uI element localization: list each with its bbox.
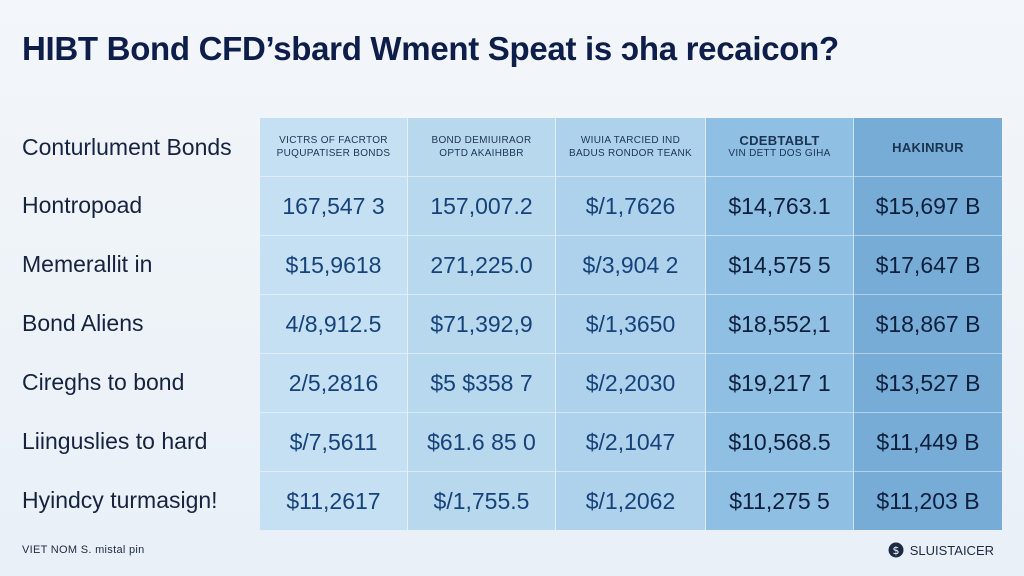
table-cell: $11,275 5 — [706, 471, 853, 529]
column-header: WIUIA TARCIED IND BADUS RONDOR TEANK — [556, 118, 705, 176]
column-header: BOND DEMIUIRAOR OPTD AKAIHBBR — [408, 118, 555, 176]
table-cell: $/1,7626 — [556, 176, 705, 234]
table-cell: $/1,2062 — [556, 471, 705, 529]
table-cell: $71,392,9 — [408, 294, 555, 352]
row-label: Memerallit in — [22, 251, 153, 277]
table-cell: $18,867 B — [854, 294, 1002, 352]
table-column: CDEBTABLT VIN DETT DOS GIHA $14,763.1 $1… — [706, 118, 854, 530]
page-title: HIBT Bond CFD’sbard Wment Speat is ɔha r… — [22, 30, 839, 67]
footer-brand: $ SLUISTAICER — [888, 542, 994, 558]
table-column: WIUIA TARCIED IND BADUS RONDOR TEANK $/1… — [556, 118, 706, 530]
table-cell: $11,449 B — [854, 412, 1002, 470]
data-grid: VICTRS OF FACRTOR PUQUPATISER BONDS 167,… — [260, 118, 1002, 530]
row-label: Bond Aliens — [22, 310, 144, 336]
column-header-line: VICTRS OF FACRTOR — [279, 135, 388, 146]
table-cell: $18,552,1 — [706, 294, 853, 352]
table-cell: $15,9618 — [260, 235, 407, 293]
table-cell: $15,697 B — [854, 176, 1002, 234]
table-cell: $10,568.5 — [706, 412, 853, 470]
table-column: BOND DEMIUIRAOR OPTD AKAIHBBR 157,007.2 … — [408, 118, 556, 530]
column-header-line: CDEBTABLT — [739, 133, 820, 148]
svg-text:$: $ — [892, 544, 899, 557]
row-label-column: Conturlument Bonds Hontropoad Memerallit… — [0, 118, 260, 530]
column-header: HAKINRUR — [854, 118, 1002, 176]
table-cell: $5 $358 7 — [408, 353, 555, 411]
comparison-table: Conturlument Bonds Hontropoad Memerallit… — [0, 118, 1002, 530]
column-header-line: WIUIA TARCIED IND — [580, 135, 681, 146]
column-header-line: VIN DETT DOS GIHA — [728, 148, 831, 159]
column-header-line: PUQUPATISER BONDS — [276, 148, 391, 159]
table-cell: $/1,3650 — [556, 294, 705, 352]
table-cell: 2/5,2816 — [260, 353, 407, 411]
column-header-line: BOND DEMIUIRAOR — [431, 135, 532, 146]
table-cell: $13,527 B — [854, 353, 1002, 411]
row-label: Hontropoad — [22, 192, 143, 218]
column-header-line: HAKINRUR — [892, 139, 964, 155]
table-cell: $14,575 5 — [706, 235, 853, 293]
column-header: VICTRS OF FACRTOR PUQUPATISER BONDS — [260, 118, 407, 176]
footer-brand-name: SLUISTAICER — [909, 542, 994, 558]
table-cell: $11,2617 — [260, 471, 407, 529]
table-cell: 167,547 3 — [260, 176, 407, 234]
table-cell: $17,647 B — [854, 235, 1002, 293]
table-cell: 271,225.0 — [408, 235, 555, 293]
table-cell: $/2,2030 — [556, 353, 705, 411]
table-cell: $14,763.1 — [706, 176, 853, 234]
row-label: Hyindcy turmasign! — [22, 487, 218, 513]
column-header-line: OPTD AKAIHBBR — [439, 148, 524, 159]
table-column: VICTRS OF FACRTOR PUQUPATISER BONDS 167,… — [260, 118, 408, 530]
footer-source: VIET NOM S. mistal pin — [22, 544, 145, 556]
table-cell: $/1,755.5 — [408, 471, 555, 529]
row-label: Cireghs to bond — [22, 369, 185, 395]
table-cell: $/7,5611 — [260, 412, 407, 470]
table-cell: $19,217 1 — [706, 353, 853, 411]
brand-logo-icon: $ — [888, 542, 904, 558]
table-cell: 4/8,912.5 — [260, 294, 407, 352]
column-header: CDEBTABLT VIN DETT DOS GIHA — [706, 118, 853, 176]
table-cell: $11,203 B — [854, 471, 1002, 529]
header-label: Conturlument Bonds — [22, 134, 232, 160]
table-cell: 157,007.2 — [408, 176, 555, 234]
table-cell: $61.6 85 0 — [408, 412, 555, 470]
row-label: Liinguslies to hard — [22, 428, 208, 454]
table-cell: $/3,904 2 — [556, 235, 705, 293]
table-column: HAKINRUR $15,697 B $17,647 B $18,867 B $… — [854, 118, 1002, 530]
column-header-line: BADUS RONDOR TEANK — [568, 148, 692, 159]
table-cell: $/2,1047 — [556, 412, 705, 470]
